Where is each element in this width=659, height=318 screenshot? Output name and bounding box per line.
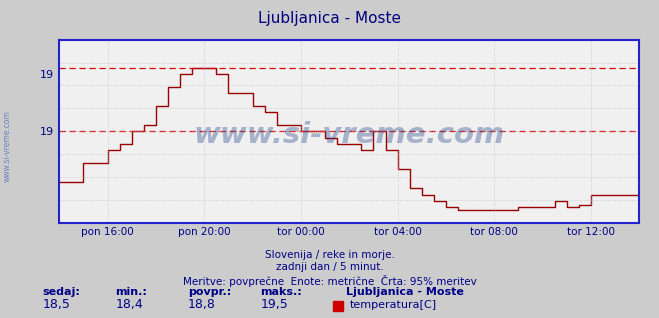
Text: www.si-vreme.com: www.si-vreme.com: [194, 121, 505, 149]
Text: Meritve: povprečne  Enote: metrične  Črta: 95% meritev: Meritve: povprečne Enote: metrične Črta:…: [183, 275, 476, 287]
Text: temperatura[C]: temperatura[C]: [349, 301, 436, 310]
Text: 18,8: 18,8: [188, 299, 215, 311]
Text: 18,5: 18,5: [43, 299, 71, 311]
Text: Ljubljanica - Moste: Ljubljanica - Moste: [346, 287, 464, 297]
Text: 19,5: 19,5: [260, 299, 288, 311]
Text: min.:: min.:: [115, 287, 147, 297]
Text: Ljubljanica - Moste: Ljubljanica - Moste: [258, 11, 401, 26]
Text: zadnji dan / 5 minut.: zadnji dan / 5 minut.: [275, 262, 384, 272]
Text: povpr.:: povpr.:: [188, 287, 231, 297]
Text: www.si-vreme.com: www.si-vreme.com: [3, 110, 12, 182]
Text: maks.:: maks.:: [260, 287, 302, 297]
Text: Slovenija / reke in morje.: Slovenija / reke in morje.: [264, 250, 395, 259]
Text: 18,4: 18,4: [115, 299, 143, 311]
Text: sedaj:: sedaj:: [43, 287, 80, 297]
